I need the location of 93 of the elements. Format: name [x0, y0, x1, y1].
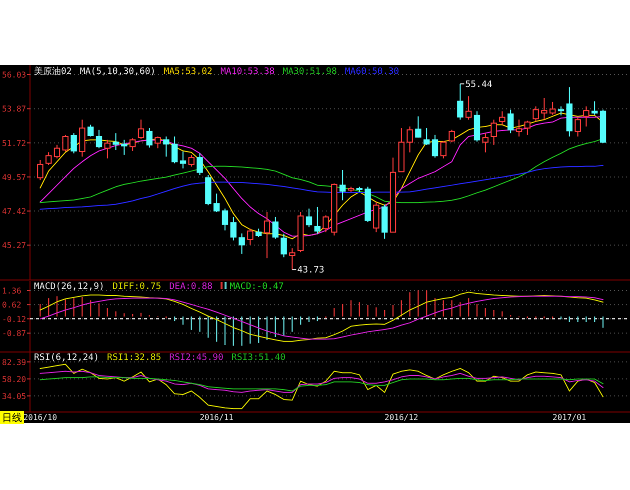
candlestick	[54, 144, 60, 159]
y-tick-label: 49.57	[2, 172, 26, 182]
text: MA10:53.38	[220, 67, 275, 77]
candlestick	[96, 129, 102, 149]
x-tick-label: 2016/12	[384, 413, 418, 422]
series-label: DIFF:0.75	[112, 282, 162, 292]
y-tick-label: -0.12	[2, 314, 26, 324]
candlestick	[432, 134, 438, 158]
candlestick	[154, 136, 161, 149]
candlestick	[196, 152, 203, 176]
y-tick-label: 82.39	[2, 358, 26, 367]
candlestick	[112, 132, 119, 150]
candlestick	[180, 151, 186, 169]
candlestick	[457, 83, 464, 120]
candlestick	[466, 96, 472, 120]
y-tick-label: -0.87	[2, 329, 26, 338]
y-tick-label: 58.20	[2, 374, 26, 384]
candlestick	[247, 228, 254, 246]
candlestick	[558, 106, 564, 116]
candlestick	[272, 216, 278, 240]
candlestick	[306, 208, 312, 228]
candlestick	[121, 139, 128, 156]
candlestick	[516, 119, 522, 137]
legend-title: RSI(6,12,24)	[34, 353, 100, 363]
text: MA60:50.30	[344, 67, 400, 77]
series-label: RSI1:32.85	[107, 353, 162, 363]
candlestick	[104, 139, 110, 159]
line-series	[40, 164, 604, 210]
legend-title: MA(5,10,30,60)	[80, 67, 156, 77]
candlestick	[524, 120, 530, 136]
candlestick	[583, 106, 590, 127]
candlestick	[592, 100, 598, 116]
x-tick-label: 2017/01	[552, 413, 586, 422]
legend-title: MACD(26,12,9)	[34, 282, 104, 292]
candlestick	[340, 169, 346, 201]
y-tick-label: 34.05	[2, 392, 26, 401]
candlestick	[172, 136, 178, 164]
y-tick-label: 47.42	[2, 207, 26, 216]
candlestick	[79, 119, 86, 158]
candlestick	[37, 159, 44, 181]
candlestick	[508, 109, 514, 134]
y-tick-label: 1.36	[2, 286, 22, 296]
series-label: DEA:0.88	[169, 282, 213, 292]
text: RSI3:51.40	[231, 353, 286, 363]
candlestick	[424, 128, 430, 146]
y-tick-label: 45.27	[2, 241, 26, 250]
candlestick	[448, 129, 455, 143]
line-series	[40, 364, 604, 410]
candlestick	[46, 152, 52, 166]
x-tick-label: 2016/11	[200, 413, 234, 422]
y-tick-label: 56.03	[2, 70, 26, 80]
candlestick	[289, 248, 296, 270]
candlestick	[314, 206, 320, 234]
candlestick	[415, 116, 422, 138]
candlestick	[550, 101, 556, 116]
candlestick	[373, 201, 380, 233]
candlestick	[130, 138, 136, 152]
text: RSI2:45.90	[169, 353, 224, 363]
candlestick	[62, 134, 68, 152]
line-series	[40, 370, 604, 393]
candlestick	[264, 212, 270, 259]
candlestick	[440, 140, 446, 159]
candlestick	[406, 126, 413, 153]
candlestick	[490, 119, 497, 146]
candlestick	[482, 132, 488, 153]
line-series	[40, 376, 604, 392]
candlestick	[499, 110, 506, 126]
candlestick	[532, 106, 539, 122]
text: 55.44	[465, 80, 492, 90]
chart-title: 美原油02	[34, 66, 72, 77]
text: MA5:53.02	[164, 67, 212, 77]
text: 日线	[2, 412, 22, 424]
x-tick-label: 2016/10	[23, 413, 58, 422]
text: 43.73	[297, 266, 324, 276]
candlestick	[574, 116, 581, 137]
candlestick	[70, 132, 77, 154]
candlestick	[88, 124, 94, 137]
candlestick	[222, 208, 228, 231]
y-tick-label: 51.72	[2, 138, 26, 148]
y-tick-label: 53.87	[2, 104, 26, 114]
candlestick	[238, 232, 245, 254]
candlestick	[322, 214, 329, 233]
candlestick	[163, 136, 170, 158]
candlestick	[230, 216, 236, 241]
candlestick	[280, 233, 287, 258]
candlestick	[541, 97, 548, 120]
candlestick	[214, 193, 220, 213]
text: MA30:51.98	[282, 67, 337, 77]
legend-label: MACD:-0.47	[230, 282, 284, 292]
candlestick	[188, 154, 194, 168]
candlestick	[138, 119, 144, 140]
y-tick-label: 0.62	[2, 300, 22, 310]
candlestick	[146, 128, 152, 148]
